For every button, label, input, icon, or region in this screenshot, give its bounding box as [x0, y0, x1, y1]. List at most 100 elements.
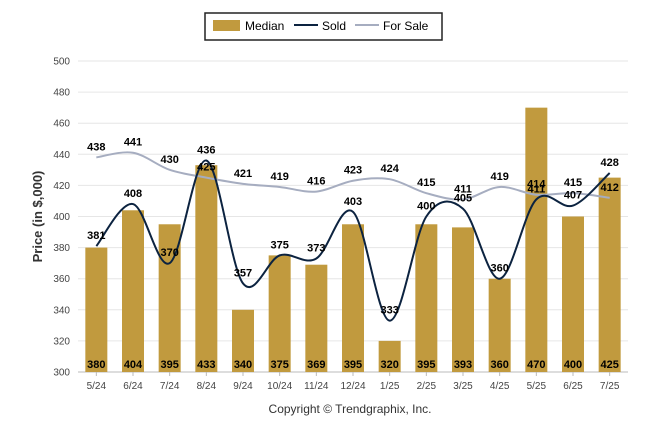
for-sale-data-label: 425 — [197, 162, 215, 174]
y-tick-label: 380 — [53, 243, 70, 254]
sold-data-label: 411 — [527, 183, 545, 195]
median-bar — [488, 278, 511, 372]
for-sale-line — [96, 151, 610, 201]
y-tick-label: 420 — [53, 181, 70, 192]
x-tick-label: 2/25 — [417, 381, 437, 392]
x-tick-label: 5/24 — [87, 381, 107, 392]
copyright-footer: Copyright © Trendgraphix, Inc. — [269, 402, 432, 416]
for-sale-data-label: 416 — [307, 176, 325, 188]
median-bar-label: 425 — [600, 359, 618, 371]
median-bar — [415, 224, 438, 372]
median-bar — [378, 340, 401, 372]
median-bar-label: 470 — [527, 359, 545, 371]
sold-data-label: 373 — [307, 242, 325, 254]
y-axis: 300 320 340 360 380 400 420 440 460 480 500 — [53, 57, 70, 379]
for-sale-data-label: 412 — [600, 182, 618, 194]
x-tick-label: 9/24 — [233, 381, 253, 392]
median-bar-label: 393 — [454, 359, 472, 371]
sold-data-label: 400 — [417, 201, 435, 213]
for-sale-data-label: 441 — [124, 137, 142, 149]
median-bar-label: 375 — [270, 359, 288, 371]
sold-data-label: 405 — [454, 193, 472, 205]
median-bar-label: 360 — [490, 359, 508, 371]
median-bar-label: 395 — [417, 359, 435, 371]
lines — [95, 151, 611, 322]
x-tick-label: 6/25 — [563, 381, 583, 392]
sold-data-label: 333 — [380, 305, 398, 317]
median-bar — [122, 210, 144, 372]
for-sale-data-label: 438 — [87, 141, 105, 153]
sold-data-label: 436 — [197, 145, 215, 157]
sold-data-label: 407 — [564, 190, 582, 202]
for-sale-data-label: 415 — [564, 177, 582, 189]
for-sale-data-label: 421 — [234, 168, 252, 180]
sold-data-label: 381 — [87, 230, 105, 242]
x-tick-label: 3/25 — [453, 381, 473, 392]
x-tick-label: 7/25 — [600, 381, 620, 392]
for-sale-data-label: 419 — [490, 171, 508, 183]
for-sale-data-label: 424 — [380, 163, 399, 175]
median-bar — [232, 309, 254, 372]
median-bar — [195, 165, 218, 372]
median-bar — [305, 264, 328, 372]
x-tick-label: 12/24 — [340, 381, 365, 392]
median-bar-label: 395 — [160, 359, 178, 371]
y-tick-label: 400 — [53, 212, 70, 223]
median-bar-label: 404 — [124, 359, 143, 371]
legend-box — [204, 12, 443, 41]
legend-sold-label: Sold — [322, 19, 346, 33]
y-tick-label: 460 — [53, 119, 70, 130]
x-tick-label: 5/25 — [527, 381, 547, 392]
x-tick-label: 7/24 — [160, 381, 180, 392]
median-bar — [525, 107, 548, 373]
for-sale-data-label: 415 — [417, 177, 435, 189]
median-bar-label: 340 — [234, 359, 252, 371]
for-sale-data-label: 430 — [160, 154, 178, 166]
legend-median-label: Median — [245, 19, 284, 33]
for-sale-data-label: 411 — [454, 183, 472, 195]
sold-data-label: 375 — [270, 239, 288, 251]
median-bar-label: 395 — [344, 359, 362, 371]
median-bar-label: 400 — [564, 359, 582, 371]
x-tick-label: 11/24 — [304, 381, 329, 392]
data-labels: 380 404 395 433 340 375 369 395 320 395 393 360 470 4… — [87, 137, 619, 371]
x-tick-label: 10/24 — [267, 381, 292, 392]
sold-line — [95, 159, 611, 322]
median-bar-label: 369 — [307, 359, 325, 371]
median-bar-label: 320 — [380, 359, 398, 371]
legend: Median Sold For Sale — [204, 12, 443, 41]
median-bar — [598, 177, 621, 372]
for-sale-data-label: 414 — [527, 179, 546, 191]
median-bar — [452, 227, 474, 372]
legend-for-sale-label: For Sale — [383, 19, 429, 33]
sold-data-label: 408 — [124, 188, 142, 200]
x-tick-label: 8/24 — [197, 381, 217, 392]
x-tick-label: 1/25 — [380, 381, 400, 392]
median-bar — [85, 247, 108, 372]
y-tick-label: 480 — [53, 88, 70, 99]
y-tick-label: 360 — [53, 274, 70, 285]
y-axis-label: Price (in $,000) — [30, 171, 45, 263]
y-tick-label: 340 — [53, 305, 70, 316]
median-bar-label: 380 — [87, 359, 105, 371]
y-tick-label: 320 — [53, 336, 70, 347]
sold-data-label: 428 — [600, 157, 618, 169]
sold-data-label: 403 — [344, 196, 362, 208]
x-tick-label: 6/24 — [123, 381, 143, 392]
sold-data-label: 360 — [490, 263, 508, 275]
x-tick-label: 4/25 — [490, 381, 510, 392]
legend-median-swatch — [213, 20, 240, 31]
median-bars — [85, 107, 621, 373]
y-tick-label: 440 — [53, 150, 70, 161]
y-tick-label: 300 — [53, 368, 70, 379]
median-bar — [562, 216, 584, 372]
sold-data-label: 370 — [160, 247, 178, 259]
median-bar-label: 433 — [197, 359, 215, 371]
median-bar — [268, 255, 291, 372]
for-sale-data-label: 423 — [344, 165, 362, 177]
x-axis: 5/24 6/24 7/24 8/24 9/24 10/24 11/24 12/24 1/25 2… — [87, 372, 620, 392]
y-tick-label: 500 — [53, 57, 70, 68]
median-bar — [342, 224, 364, 372]
sold-data-label: 357 — [234, 267, 252, 279]
